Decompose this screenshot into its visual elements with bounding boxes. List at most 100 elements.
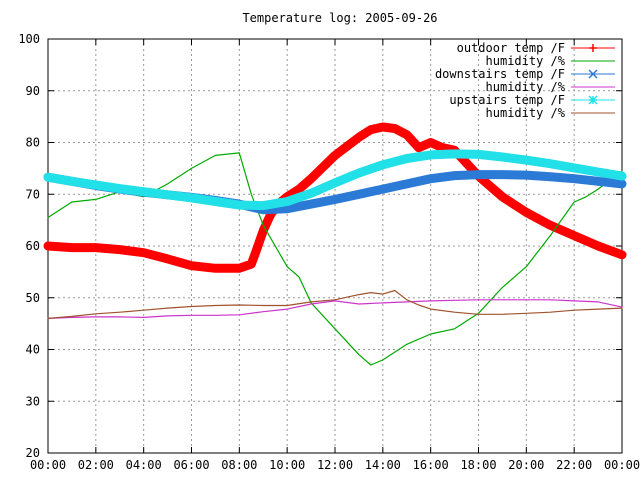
x-tick-label: 08:00	[221, 458, 257, 472]
legend-label: upstairs temp /F	[449, 93, 565, 107]
series-line-3	[47, 299, 623, 319]
data-point	[596, 170, 600, 174]
data-point	[620, 182, 624, 186]
data-point	[142, 251, 145, 254]
data-point	[501, 195, 504, 199]
data-point	[262, 204, 265, 207]
x-tick-label: 00:00	[604, 458, 640, 472]
data-point	[393, 127, 396, 130]
series-line-1	[47, 152, 623, 366]
data-point	[405, 133, 408, 136]
data-point	[477, 153, 480, 156]
data-point	[262, 229, 265, 232]
x-tick-label: 22:00	[556, 458, 592, 472]
data-point	[477, 173, 480, 176]
data-point	[501, 173, 504, 176]
y-tick-label: 20	[26, 446, 40, 460]
data-point	[572, 234, 576, 237]
data-point	[572, 166, 576, 170]
data-point	[357, 193, 361, 196]
data-point	[620, 253, 624, 256]
data-point	[285, 207, 289, 210]
series-line-5	[47, 289, 623, 319]
y-tick-label: 80	[26, 136, 40, 150]
data-point	[94, 246, 98, 249]
y-tick-label: 100	[18, 32, 40, 46]
data-point	[525, 158, 528, 162]
data-point	[118, 248, 121, 251]
x-tick-label: 16:00	[413, 458, 449, 472]
data-point	[333, 198, 337, 201]
legend-label: humidity /%	[486, 80, 566, 94]
data-point	[596, 180, 600, 183]
data-point	[238, 203, 241, 207]
x-tick-label: 10:00	[269, 458, 305, 472]
data-point	[190, 264, 193, 267]
data-point	[250, 262, 253, 266]
chart-title: Temperature log: 2005-09-26	[242, 11, 437, 25]
data-point	[357, 171, 361, 175]
data-point	[238, 267, 241, 270]
data-point	[309, 192, 313, 195]
data-point	[429, 141, 432, 144]
data-point	[369, 128, 373, 131]
x-tick-label: 06:00	[173, 458, 209, 472]
x-tick-label: 12:00	[317, 458, 353, 472]
data-point	[405, 182, 408, 186]
data-point	[46, 175, 50, 179]
data-point	[214, 200, 217, 203]
data-point	[572, 177, 576, 180]
data-point	[46, 244, 50, 248]
x-tick-label: 02:00	[78, 458, 114, 472]
x-tick-label: 04:00	[126, 458, 162, 472]
data-point	[166, 257, 169, 261]
data-point	[501, 155, 504, 159]
data-point	[94, 183, 98, 187]
data-point	[453, 152, 456, 156]
data-point	[620, 174, 624, 178]
data-point	[525, 211, 528, 214]
data-point	[549, 162, 552, 165]
data-point	[297, 187, 301, 191]
data-point	[525, 173, 528, 177]
data-point	[70, 246, 74, 249]
data-point	[309, 177, 313, 180]
data-point	[254, 249, 258, 253]
legend-label: humidity /%	[486, 106, 566, 120]
data-point	[453, 174, 456, 177]
y-tick-label: 60	[26, 239, 40, 253]
y-tick-label: 40	[26, 343, 40, 357]
data-point	[118, 187, 121, 190]
data-point	[381, 163, 385, 166]
data-point	[417, 146, 420, 149]
x-tick-label: 00:00	[30, 458, 66, 472]
data-point	[429, 177, 432, 180]
data-point	[381, 125, 385, 129]
series-line-0	[43, 122, 627, 273]
data-point	[381, 187, 385, 191]
legend-label: downstairs temp /F	[435, 67, 565, 81]
data-point	[333, 181, 337, 185]
y-tick-label: 90	[26, 84, 40, 98]
data-point	[549, 175, 552, 178]
legend-marker	[588, 69, 598, 79]
data-point	[596, 244, 600, 248]
data-point	[70, 180, 74, 183]
data-point	[429, 153, 432, 157]
data-point	[166, 193, 169, 196]
data-point	[285, 200, 289, 203]
legend-label: humidity /%	[486, 54, 566, 68]
x-tick-label: 14:00	[365, 458, 401, 472]
x-tick-label: 20:00	[508, 458, 544, 472]
data-point	[142, 190, 145, 193]
data-point	[309, 202, 313, 206]
data-point	[333, 154, 337, 157]
data-point	[405, 157, 408, 160]
data-point	[357, 136, 361, 139]
axis-ticks: 00:00 02:00 04:00 06:00 08:00 10:00 12:00 14:00…	[18, 32, 640, 472]
data-point	[549, 224, 552, 227]
data-point	[269, 213, 272, 217]
legend-marker	[588, 95, 598, 105]
